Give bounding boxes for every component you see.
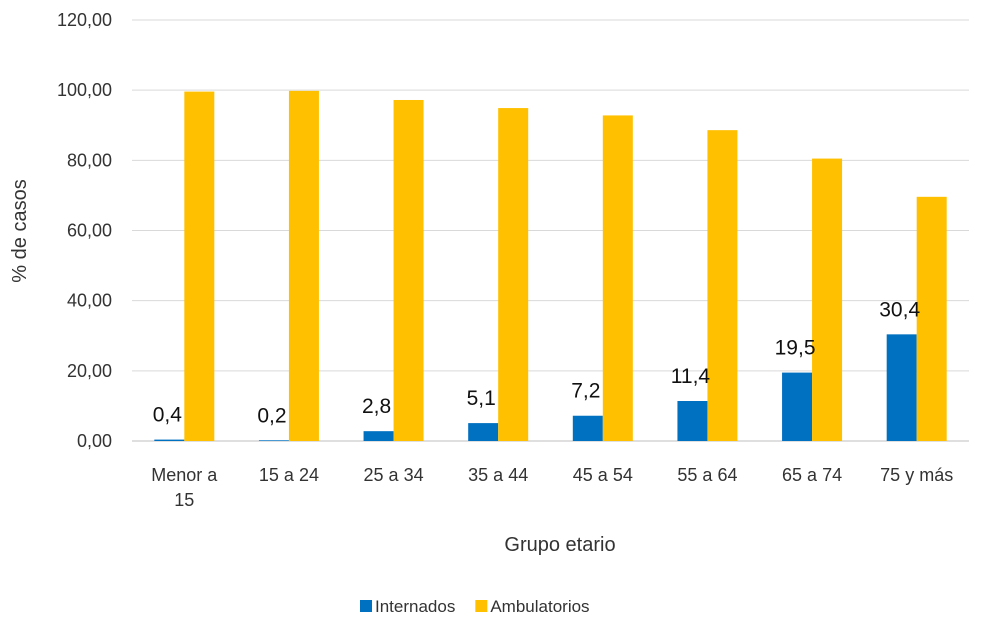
bar-ambulatorios [917, 197, 947, 441]
y-tick-label: 80,00 [67, 150, 112, 170]
y-tick-label: 60,00 [67, 221, 112, 241]
bar-internados [677, 401, 707, 441]
legend: Internados Ambulatorios [360, 597, 590, 616]
y-tick-label: 20,00 [67, 361, 112, 381]
y-tick-label: 100,00 [57, 80, 112, 100]
x-tick-label: 15 a 24 [259, 465, 319, 485]
data-label: 30,4 [879, 298, 920, 321]
bar-ambulatorios [603, 115, 633, 441]
bar-internados [259, 440, 289, 441]
bar-ambulatorios [498, 108, 528, 441]
legend-swatch [360, 600, 372, 612]
x-tick-label: 75 y más [880, 465, 953, 485]
bar-ambulatorios [184, 92, 214, 441]
bar-internados [468, 423, 498, 441]
x-axis-categories: Menor a 15 15 a 24 25 a 34 35 a 44 45 a 54 55 … [151, 465, 953, 510]
y-tick-label: 120,00 [57, 10, 112, 30]
y-axis-ticks: 0,00 20,00 40,00 60,00 80,00 100,00 120,00 [57, 10, 112, 451]
legend-label: Ambulatorios [490, 597, 589, 616]
data-label: 7,2 [571, 380, 600, 403]
bar-internados [573, 416, 603, 441]
gridlines [132, 20, 969, 441]
x-tick-label: 55 a 64 [677, 465, 737, 485]
bar-ambulatorios [812, 159, 842, 441]
bar-internados [887, 334, 917, 441]
data-label: 2,8 [362, 395, 391, 418]
y-axis-title: % de casos [9, 179, 31, 282]
bars [154, 91, 946, 441]
bar-ambulatorios [289, 91, 319, 441]
x-tick-label: 65 a 74 [782, 465, 842, 485]
legend-swatch [475, 600, 487, 612]
x-tick-label: 25 a 34 [364, 465, 424, 485]
data-label: 19,5 [775, 337, 816, 360]
data-label: 11,4 [671, 365, 711, 388]
bar-ambulatorios [394, 100, 424, 441]
data-label: 0,4 [153, 404, 183, 427]
data-label: 5,1 [467, 387, 496, 410]
legend-label: Internados [375, 597, 455, 616]
bar-internados [782, 373, 812, 441]
x-tick-label: 45 a 54 [573, 465, 633, 485]
bar-internados [154, 440, 184, 441]
y-tick-label: 40,00 [67, 291, 112, 311]
x-tick-label: 35 a 44 [468, 465, 528, 485]
bar-internados [364, 431, 394, 441]
bar-ambulatorios [707, 130, 737, 441]
x-tick-label: Menor a 15 [151, 465, 218, 510]
x-axis-title: Grupo etario [504, 534, 615, 556]
y-tick-label: 0,00 [77, 431, 112, 451]
data-label: 0,2 [257, 404, 286, 427]
